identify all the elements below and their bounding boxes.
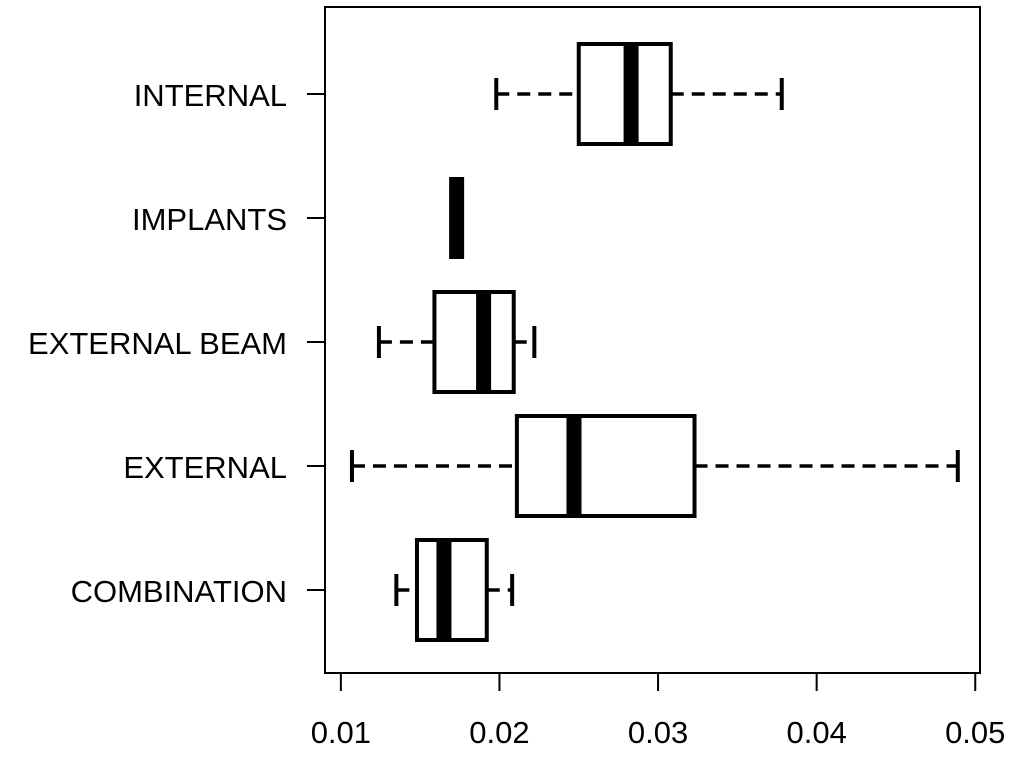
y-tick-label: INTERNAL [134,78,287,113]
median-bar [449,177,465,259]
box-external [349,414,960,518]
median-bar [623,44,639,144]
x-tick-label: 0.01 [311,715,371,750]
x-tick-label: 0.03 [628,715,688,750]
y-axis: INTERNAL IMPLANTS EXTERNAL BEAM EXTERNAL COM… [28,78,325,609]
median-bar [566,416,582,516]
box-internal [494,42,784,146]
box-implants [449,177,465,259]
median-bar [476,292,492,392]
x-tick-label: 0.05 [945,715,1005,750]
iqr-box [414,538,489,642]
box-external-beam [376,290,537,394]
y-tick-label: EXTERNAL [123,450,287,485]
x-tick-label: 0.02 [469,715,529,750]
plot-frame [324,6,981,674]
x-axis: 0.01 0.02 0.03 0.04 0.05 [311,673,1005,750]
box-series [349,42,960,642]
x-tick-label: 0.04 [786,715,846,750]
iqr-box [514,414,697,518]
median-bar [436,540,452,640]
y-tick-label: IMPLANTS [132,202,287,237]
y-tick-label: EXTERNAL BEAM [28,326,287,361]
y-tick-label: COMBINATION [71,574,287,609]
box-combination [394,538,515,642]
iqr-box [432,290,516,394]
